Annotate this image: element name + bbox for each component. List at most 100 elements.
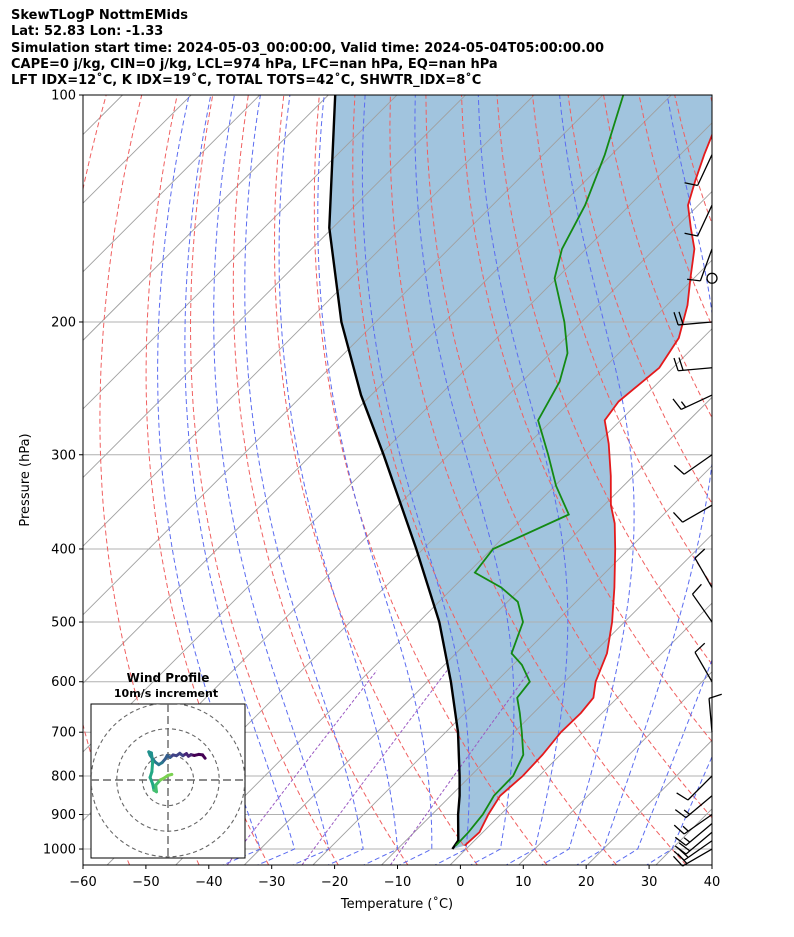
cape-cin-area <box>329 95 712 849</box>
dry-adiabat <box>189 95 339 865</box>
moist-adiabat <box>213 95 330 865</box>
barb-shaft <box>678 367 713 372</box>
barb-shaft <box>685 795 713 819</box>
dry-adiabat <box>273 95 478 865</box>
isotherm--30 <box>175 328 712 865</box>
wind-barb-300 <box>673 454 713 475</box>
moist-adiabat <box>610 658 712 865</box>
hodograph-segment <box>166 772 174 777</box>
barb-flag <box>672 855 684 867</box>
barb-flag <box>673 357 679 371</box>
dry-adiabat <box>389 95 687 865</box>
moist-adiabat <box>317 95 433 865</box>
barb-flag <box>673 824 685 835</box>
barb-shaft <box>699 248 713 282</box>
wind-barb-200 <box>673 311 713 326</box>
moist-adiabats <box>157 95 712 865</box>
wind-barb-450 <box>694 548 713 588</box>
hodograph-segment <box>150 760 155 774</box>
dry-adiabat <box>603 95 712 419</box>
y-tick-label-600: 600 <box>51 675 76 690</box>
wind-barb-500 <box>691 583 713 623</box>
x-axis-title: Temperature (˚C) <box>340 896 453 912</box>
barb-flag <box>674 809 687 819</box>
y-tick-label-800: 800 <box>51 769 76 784</box>
barb-flag <box>694 642 706 653</box>
isotherm--100 <box>83 95 466 479</box>
hodograph-title: Wind Profile <box>127 671 210 685</box>
moist-adiabat <box>540 95 635 865</box>
barb-flag <box>674 836 687 846</box>
barb-shaft <box>683 813 713 835</box>
barb-shaft <box>687 775 713 801</box>
y-tick-label-1000: 1000 <box>43 843 76 858</box>
barb-shaft <box>697 154 713 186</box>
isotherm-20 <box>518 671 712 865</box>
wind-barbs <box>672 154 722 867</box>
dry-adiabat <box>496 95 712 666</box>
barb-shaft <box>683 840 713 861</box>
wind-barb-600 <box>694 642 713 683</box>
barb-half-flag <box>683 837 691 843</box>
y-axis-title: Pressure (hPa) <box>18 433 33 526</box>
chart-header: SkewTLogP NottmEMids Lat: 52.83 Lon: -1.… <box>11 8 604 89</box>
wind-barb-160 <box>687 248 713 282</box>
moist-adiabat <box>244 95 364 865</box>
mixing-ratio-lines <box>226 670 531 865</box>
mixing-ratio-line <box>301 670 448 865</box>
dry-adiabat <box>425 95 712 819</box>
location-line: Lat: 52.83 Lon: -1.33 <box>11 24 164 40</box>
y-tick-label-300: 300 <box>51 448 76 463</box>
wind-barb-175 <box>706 272 718 284</box>
barb-flag <box>676 792 689 801</box>
moist-adiabat <box>278 95 399 865</box>
mixing-ratio-line <box>389 670 531 865</box>
barb-shaft <box>682 504 713 523</box>
isotherm-10 <box>449 602 712 865</box>
barb-flag <box>687 278 701 282</box>
barb-shaft <box>697 204 713 237</box>
barb-half-flag <box>680 401 687 408</box>
calm-circle <box>706 272 718 284</box>
barb-shaft <box>678 321 713 326</box>
isotherms <box>83 95 712 865</box>
dry-adiabat <box>313 95 548 865</box>
hodograph-subtitle: 10m/s increment <box>114 687 218 700</box>
x-tick-label-20: 20 <box>578 875 595 890</box>
barb-flag <box>678 842 691 852</box>
y-tick-label-100: 100 <box>51 89 76 104</box>
isotherm-0 <box>381 533 712 865</box>
barb-shaft <box>680 394 713 411</box>
dry-adiabat <box>709 95 712 104</box>
barb-shaft <box>685 831 713 855</box>
wind-barb-900 <box>673 813 713 835</box>
isotherm--20 <box>244 396 712 865</box>
dry-adiabat <box>781 95 794 865</box>
chart-title: SkewTLogP NottmEMids <box>11 8 189 23</box>
barb-shaft <box>683 454 713 475</box>
barb-shaft <box>685 822 713 846</box>
wind-barb-140 <box>684 204 713 237</box>
y-tick-label-500: 500 <box>51 616 76 631</box>
temperature-line <box>463 132 712 847</box>
x-tick-label--30: −30 <box>258 875 285 890</box>
wind-barb-230 <box>673 357 713 372</box>
y-tick-label-400: 400 <box>51 542 76 557</box>
barb-half-flag <box>683 809 691 815</box>
wind-barb-250 <box>672 394 713 411</box>
wind-barb-120 <box>684 154 713 187</box>
x-tick-label-10: 10 <box>515 875 532 890</box>
x-tick-label--60: −60 <box>69 875 96 890</box>
barb-shaft <box>708 698 713 733</box>
wind-barb-950 <box>674 831 713 855</box>
wind-barb-350 <box>672 504 713 523</box>
barb-shaft <box>682 848 713 867</box>
dewpoint-line <box>455 95 625 847</box>
x-tick-label--10: −10 <box>384 875 411 890</box>
barb-shaft <box>694 651 713 683</box>
moist-adiabat <box>575 95 712 865</box>
y-tick-label-700: 700 <box>51 726 76 741</box>
mixing-ratio-line <box>226 670 378 865</box>
